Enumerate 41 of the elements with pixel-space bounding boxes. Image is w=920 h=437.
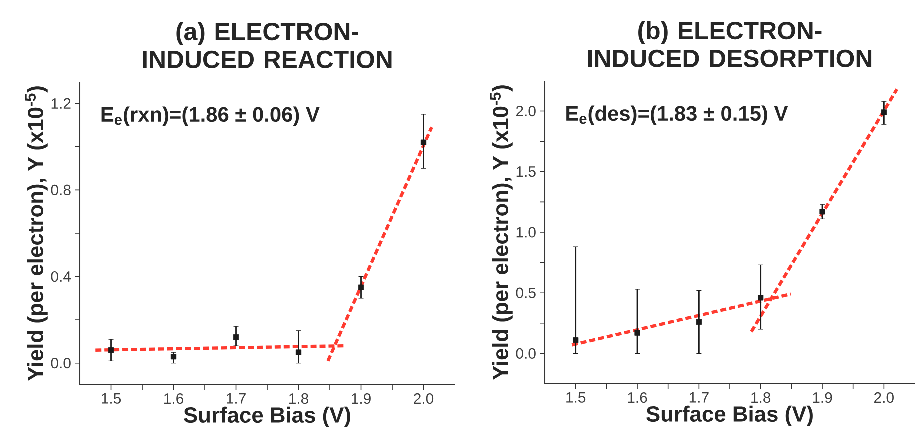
x-tick-label: 1.7 (690, 392, 709, 403)
point (170, 354, 177, 360)
point (634, 330, 640, 336)
point (573, 338, 579, 344)
x-tick-label: 1.9 (352, 394, 371, 404)
x-axis-title: Surface Bias (V) (646, 406, 813, 426)
point (696, 319, 702, 325)
annotation: E$_{e}$(des)=(1.83 ± 0.15) V (566, 106, 788, 126)
point (881, 110, 887, 116)
y-tick-label: 0.0 (51, 358, 71, 369)
point (420, 140, 427, 146)
annotation: E$_{e}$(rxn)=(1.86 ± 0.06) V (102, 106, 320, 126)
y-tick-label: 1.0 (516, 227, 536, 238)
chart-title: (a) ELECTRON-INDUCED REACTION (143, 22, 392, 68)
x-tick-label: 1.5 (566, 392, 586, 403)
y-tick-label: 0.4 (51, 271, 72, 282)
x-tick-label: 2.0 (414, 394, 434, 404)
x-tick-label: 1.8 (290, 394, 308, 404)
x-tick-label: 1.6 (628, 392, 648, 404)
point (296, 350, 302, 356)
x-axis-title: Surface Bias (V) (184, 406, 350, 428)
y-axis-title: Yield (per electron), Y (x10$^{-5}$) (25, 86, 48, 382)
x-tick-label: 1.9 (813, 392, 832, 404)
point (358, 284, 364, 290)
y-tick-label: 1.5 (516, 166, 536, 178)
point (233, 334, 240, 340)
y-tick-label: 0.8 (51, 184, 71, 196)
point (758, 295, 764, 301)
y-tick-label: 1.2 (52, 98, 71, 109)
point (108, 348, 114, 354)
y-tick-label: 0.5 (516, 288, 536, 298)
point (820, 209, 826, 215)
x-tick-label: 1.7 (227, 394, 246, 404)
y-tick-label: 2.0 (516, 106, 536, 117)
y-axis-title: Yield (per electron), Y (x10$^{-5}$) (490, 86, 513, 380)
x-tick-label: 2.0 (874, 392, 894, 404)
x-tick-label: 1.6 (164, 394, 184, 404)
x-tick-label: 1.5 (102, 394, 122, 404)
x-tick-label: 1.8 (752, 392, 771, 404)
y-tick-label: 0.0 (516, 348, 536, 359)
chart-title: (b) ELECTRON-INDUCED DESORPTION (588, 21, 872, 68)
